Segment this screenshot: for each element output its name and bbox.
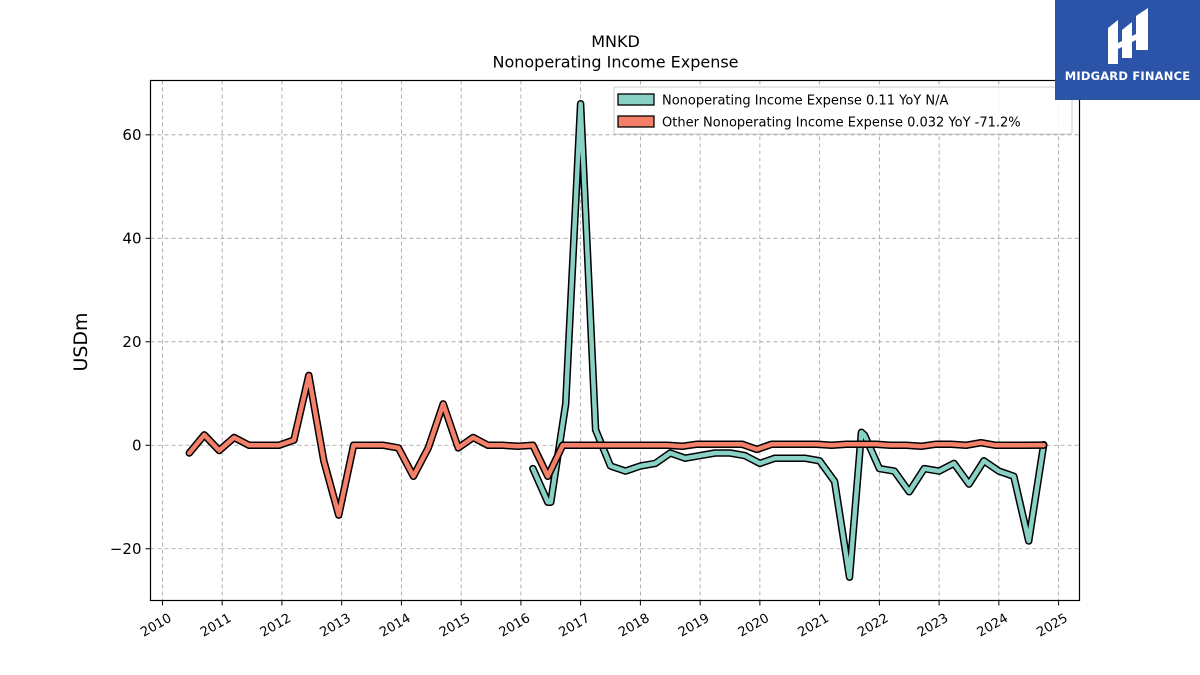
x-tick-label: 2010 <box>138 611 174 641</box>
y-tick-label: 0 <box>132 436 142 454</box>
x-tick-label: 2011 <box>198 611 234 641</box>
brand-logo: MIDGARD FINANCE <box>1055 0 1200 100</box>
legend-label-other-nonoperating: Other Nonoperating Income Expense 0.032 … <box>662 116 1021 131</box>
chart-title: MNKD <box>591 32 640 51</box>
x-tick-label: 2022 <box>855 611 891 641</box>
y-axis-label: USDm <box>70 312 92 371</box>
legend-box <box>613 86 1073 135</box>
gridlines <box>150 80 1080 601</box>
x-tick-label: 2021 <box>795 611 831 641</box>
x-tick-label: 2019 <box>676 611 712 641</box>
y-tick-label: 40 <box>122 229 141 247</box>
x-tick-label: 2023 <box>915 611 951 641</box>
legend-swatch-nonoperating <box>617 93 655 106</box>
x-tick-label: 2024 <box>975 611 1011 641</box>
series-line-nonoperating <box>530 101 1046 580</box>
plot-area-frame <box>149 79 1081 602</box>
series-layer <box>185 100 1048 581</box>
legend: Nonoperating Income Expense 0.11 YoY N/A… <box>613 86 1073 135</box>
x-tick-label: 2018 <box>616 611 652 641</box>
chart-subtitle: Nonoperating Income Expense <box>492 53 738 72</box>
x-tick-label: 2012 <box>258 611 294 641</box>
y-tick-label: 60 <box>122 126 141 144</box>
y-tick-label: 20 <box>122 333 141 351</box>
x-tick-label: 2025 <box>1034 611 1070 641</box>
x-tick-label: 2014 <box>377 611 413 641</box>
series-outline-nonoperating <box>529 100 1048 581</box>
x-tick-label: 2017 <box>556 611 592 641</box>
y-tick-label: −20 <box>110 540 142 558</box>
x-tick-label: 2015 <box>437 611 473 641</box>
series-line-other-nonoperating <box>187 373 1046 518</box>
x-tick-label: 2013 <box>318 611 354 641</box>
x-tick-label: 2016 <box>497 611 533 641</box>
brand-name: MIDGARD FINANCE <box>1064 69 1191 83</box>
legend-label-nonoperating: Nonoperating Income Expense 0.11 YoY N/A <box>662 94 948 109</box>
legend-swatch-other-nonoperating <box>617 115 655 128</box>
x-tick-label: 2020 <box>736 611 772 641</box>
midgard-logo-icon <box>1108 8 1148 64</box>
